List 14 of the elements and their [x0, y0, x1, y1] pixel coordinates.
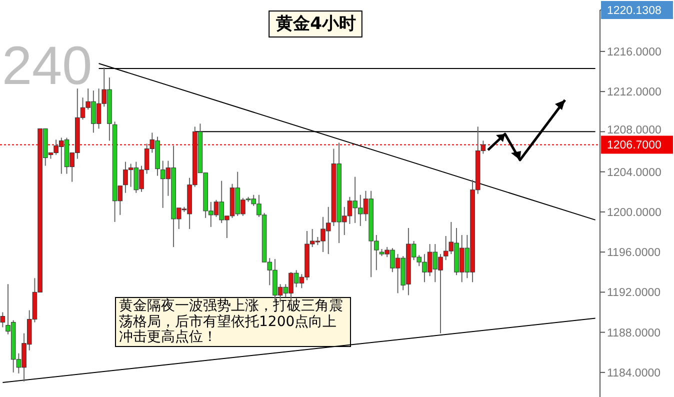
y-tick-label: 1204.0000	[607, 166, 662, 179]
y-tick-label: 1196.0000	[607, 247, 661, 260]
y-tick-label: 1184.0000	[607, 367, 661, 380]
y-tick-label: 1188.0000	[607, 327, 661, 340]
y-tick-label: 1216.0000	[607, 46, 662, 58]
y-tick-label: 1220.1308	[607, 5, 662, 17]
y-tick-label: 1208.0000	[607, 124, 662, 137]
note: 黄金隔夜一波强势上涨，打破三角震荡格局，后市有望依托1200点向上冲击更高点位！	[115, 297, 351, 347]
annotation: 240	[2, 36, 92, 96]
ref-line-label: 1206.7000	[607, 140, 662, 152]
chart-title: 黄金4小时	[275, 14, 356, 34]
y-tick-label: 1192.0000	[607, 287, 661, 300]
y-tick-label: 1200.0000	[607, 206, 662, 219]
y-tick-label: 1212.0000	[607, 86, 662, 99]
